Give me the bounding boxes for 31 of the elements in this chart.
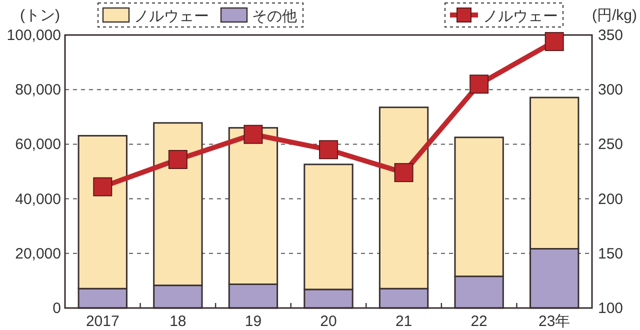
point (319, 140, 338, 160)
x-tick-label: 19 (244, 313, 262, 330)
point (93, 177, 112, 196)
x-tick-label: 18 (170, 313, 186, 330)
y2-tick-label: 250 (598, 136, 624, 154)
x-tick-label: 20 (320, 313, 337, 330)
point (544, 32, 564, 52)
y2-tick-label: 350 (598, 27, 624, 44)
y-tick-label: 80,000 (15, 82, 61, 99)
y-tick-label: 0 (52, 300, 61, 317)
y-tick-label: 60,000 (15, 136, 61, 154)
x-tick-label: 2017 (86, 313, 120, 330)
point (470, 74, 489, 94)
y2-tick-label: 100 (598, 300, 624, 317)
x-tick-label: 21 (395, 313, 412, 330)
legend-label: ノルウェー (483, 8, 558, 25)
y2-axis-title: (円/kg) (592, 7, 638, 24)
point (394, 163, 414, 182)
y2-tick-label: 150 (598, 245, 624, 262)
x-tick-label: 23年 (538, 313, 570, 330)
y-tick-label: 100,000 (6, 27, 61, 44)
y-axis-title: (トン) (20, 7, 60, 24)
x-tick-label: 22 (470, 313, 488, 330)
y2-tick-label: 300 (598, 82, 624, 99)
point (244, 124, 263, 144)
legend-label: その他 (252, 8, 297, 25)
y-tick-label: 40,000 (15, 190, 61, 208)
y-tick-label: 20,000 (15, 245, 61, 262)
point (168, 150, 188, 169)
y2-tick-label: 200 (598, 190, 624, 208)
legend-label: ノルウェー (134, 8, 209, 25)
